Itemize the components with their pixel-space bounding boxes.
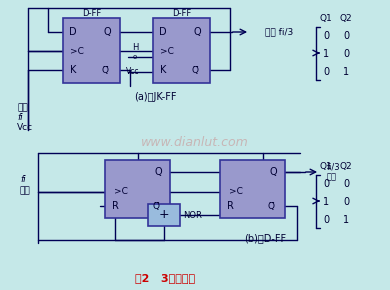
Text: o: o	[133, 54, 137, 60]
Text: 1: 1	[343, 67, 349, 77]
Bar	[220, 160, 285, 218]
Text: 1: 1	[323, 197, 329, 207]
Text: 0: 0	[323, 215, 329, 225]
Text: 1: 1	[343, 215, 349, 225]
Text: H: H	[132, 44, 138, 52]
Text: 输出: 输出	[327, 173, 337, 182]
Text: Q: Q	[154, 167, 162, 177]
Bar	[153, 18, 210, 83]
Text: >C: >C	[229, 188, 243, 197]
Text: 输出 fi/3: 输出 fi/3	[265, 28, 293, 37]
Text: Q: Q	[193, 27, 201, 37]
Text: +: +	[159, 209, 169, 222]
Text: >C: >C	[160, 46, 174, 55]
Text: 1: 1	[323, 49, 329, 59]
Text: 0: 0	[343, 49, 349, 59]
Text: Q2: Q2	[340, 162, 352, 171]
Text: (a)用JK-FF: (a)用JK-FF	[134, 92, 176, 102]
Text: D-FF: D-FF	[172, 8, 191, 17]
Text: (b)用D-FF: (b)用D-FF	[244, 233, 286, 243]
Text: Q̅: Q̅	[101, 66, 108, 75]
Text: NOR: NOR	[183, 211, 202, 220]
Text: 输入: 输入	[17, 104, 28, 113]
Text: Q̅: Q̅	[268, 202, 275, 211]
Text: Vcc: Vcc	[17, 124, 33, 133]
Text: R: R	[227, 201, 234, 211]
Text: Q̅: Q̅	[152, 202, 160, 211]
Text: 输入: 输入	[20, 186, 31, 195]
Text: Q: Q	[103, 27, 111, 37]
Text: 0: 0	[323, 67, 329, 77]
Text: Q̅: Q̅	[191, 66, 199, 75]
Text: 0: 0	[343, 179, 349, 189]
Text: Q: Q	[269, 167, 277, 177]
Text: fi: fi	[20, 175, 26, 184]
Text: Q1: Q1	[320, 14, 332, 23]
Text: fi: fi	[17, 113, 23, 122]
Text: Q1: Q1	[320, 162, 332, 171]
Text: 图2   3分频电路: 图2 3分频电路	[135, 273, 195, 283]
Text: www.dianlut.com: www.dianlut.com	[141, 137, 249, 150]
Bar	[63, 18, 120, 83]
Text: D: D	[69, 27, 77, 37]
Bar	[148, 204, 180, 226]
Text: 0: 0	[323, 31, 329, 41]
Text: 0: 0	[323, 179, 329, 189]
Text: 0: 0	[343, 31, 349, 41]
Text: D: D	[159, 27, 167, 37]
Text: >C: >C	[70, 46, 84, 55]
Text: K: K	[70, 65, 76, 75]
Text: fi/3: fi/3	[327, 162, 340, 171]
Bar	[105, 160, 170, 218]
Text: Vcc: Vcc	[126, 68, 140, 77]
Text: >C: >C	[114, 188, 128, 197]
Text: K: K	[160, 65, 166, 75]
Text: 0: 0	[343, 197, 349, 207]
Text: R: R	[112, 201, 119, 211]
Text: Q2: Q2	[340, 14, 352, 23]
Text: D-FF: D-FF	[82, 8, 101, 17]
